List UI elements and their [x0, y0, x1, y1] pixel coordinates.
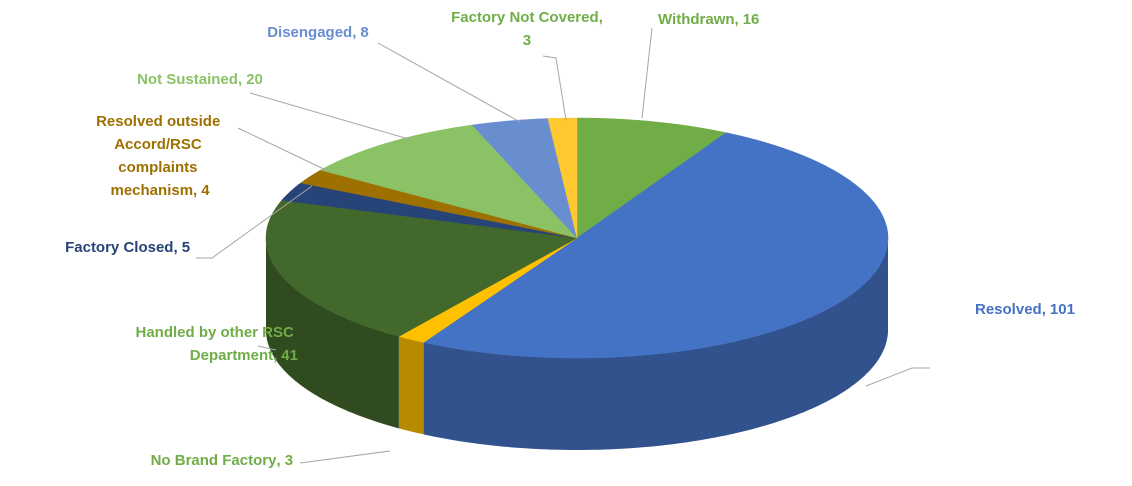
slice [576, 117, 727, 239]
slice [471, 118, 578, 239]
label-line: Not Sustained [137, 71, 238, 88]
slice [547, 117, 578, 239]
data-label-category: Resolved outside Accord/RSC complaints m… [96, 113, 224, 199]
data-label-value: 3 [523, 32, 531, 49]
label-line: Department [190, 347, 273, 364]
slice-side [398, 336, 424, 435]
slice [422, 132, 889, 359]
leader-line [299, 450, 391, 464]
leader-line [641, 27, 653, 119]
leader-line [237, 127, 331, 173]
slice-side [423, 238, 888, 450]
label-separator: , [1042, 301, 1046, 318]
slice [300, 169, 578, 239]
label-line: Accord/RSC [114, 136, 206, 153]
slice [319, 124, 578, 239]
data-label-category: No Brand Factory [151, 452, 278, 469]
leader-line [249, 92, 413, 141]
label-separator: , [174, 239, 178, 256]
label-line: Resolved [975, 301, 1042, 318]
data-label-value: 3 [285, 452, 293, 469]
data-label-value: 101 [1050, 301, 1075, 318]
label-separator: , [352, 24, 356, 41]
data-label-value: 20 [246, 71, 263, 88]
leader-line [196, 185, 313, 259]
data-label-category: Resolved [975, 301, 1042, 318]
data-label-category: Disengaged [267, 24, 352, 41]
label-line: Disengaged [267, 24, 352, 41]
slice [398, 237, 578, 343]
label-separator: , [277, 452, 281, 469]
label-line: No Brand Factory [151, 452, 278, 469]
label-separator: , [599, 9, 603, 26]
leader-line [257, 345, 277, 351]
label-line: Factory Closed [65, 239, 173, 256]
data-label-value: 5 [182, 239, 190, 256]
data-label-value: 4 [201, 182, 210, 199]
leader-line [865, 367, 930, 387]
label-separator: , [238, 71, 242, 88]
slice [281, 182, 578, 239]
label-separator: , [273, 347, 277, 364]
label-line: Resolved outside [96, 113, 224, 130]
leader-line [377, 42, 521, 123]
data-label-category: Withdrawn [658, 11, 735, 28]
data-label-value: 41 [281, 347, 298, 364]
data-label-value: 16 [743, 11, 760, 28]
label-line: Handled by other RSC [136, 324, 299, 341]
label-line: mechanism [111, 182, 194, 199]
slice-side [266, 238, 399, 429]
slice [265, 199, 578, 337]
data-label-category: Not Sustained [137, 71, 238, 88]
label-line: Factory Not Covered [451, 9, 599, 26]
data-label-category: Factory Not Covered [451, 9, 599, 26]
label-line: Withdrawn [658, 11, 735, 28]
label-separator: , [193, 182, 197, 199]
label-line: complaints [118, 159, 201, 176]
data-label-value: 8 [360, 24, 368, 41]
data-label-category: Handled by other RSC Department [136, 324, 299, 364]
label-separator: , [735, 11, 739, 28]
leader-line [542, 55, 567, 121]
data-label-category: Factory Closed [65, 239, 173, 256]
